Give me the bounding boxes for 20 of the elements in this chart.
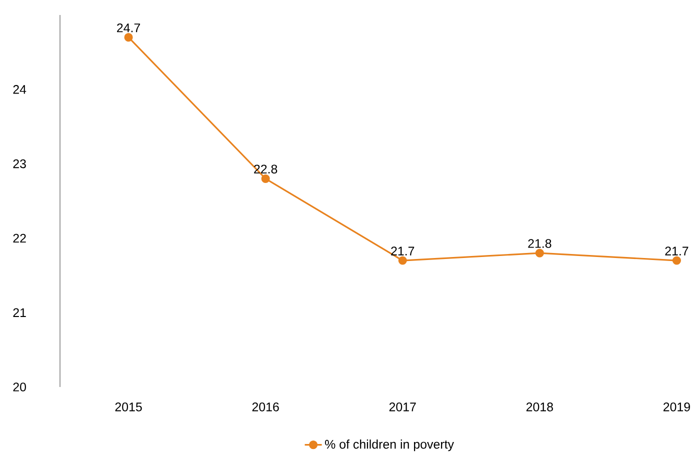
y-tick-label: 20 bbox=[13, 382, 26, 392]
x-tick-label: 2015 bbox=[115, 402, 142, 412]
point bbox=[261, 174, 270, 183]
point bbox=[672, 256, 681, 265]
y-tick-label: 24 bbox=[13, 85, 26, 94]
point bbox=[398, 256, 407, 265]
y-tick-label: 22 bbox=[13, 234, 26, 243]
x-tick-label: 2016 bbox=[252, 402, 279, 412]
x-tick-label: 2019 bbox=[663, 402, 690, 412]
x-tick-label: 2017 bbox=[389, 402, 416, 412]
data-label: 24.7 bbox=[117, 23, 140, 32]
y-tick-label: 21 bbox=[13, 308, 26, 317]
legend-label: % of children in poverty bbox=[325, 440, 454, 452]
point bbox=[124, 33, 133, 42]
data-label: 21.7 bbox=[391, 246, 414, 256]
data-label: 21.8 bbox=[528, 239, 552, 248]
y-tick-label: 23 bbox=[13, 159, 26, 168]
x-tick-label: 2018 bbox=[526, 402, 553, 412]
point bbox=[535, 248, 544, 258]
data-label: 21.7 bbox=[665, 246, 688, 256]
